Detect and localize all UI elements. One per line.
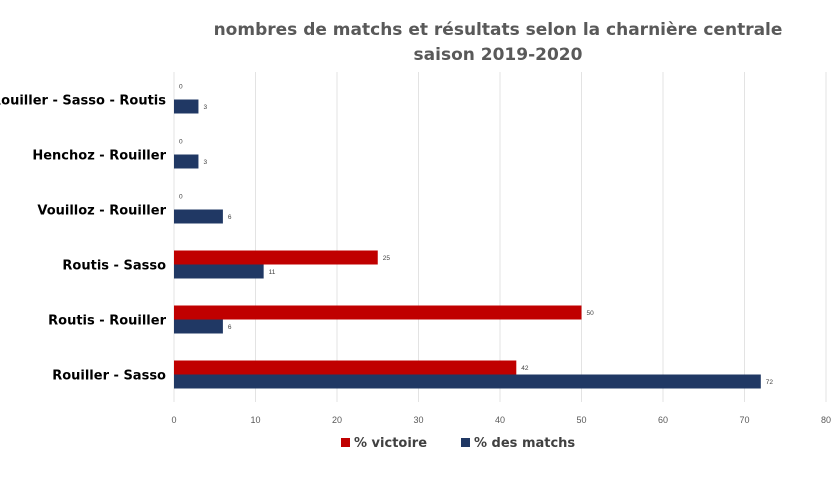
bar [174,374,761,389]
category-label: Rouiller - Sasso [52,369,166,384]
x-tick-label: 60 [658,415,668,425]
bar [174,154,199,169]
x-tick-label: 20 [332,415,342,425]
data-label: 3 [203,104,207,111]
data-label: 0 [179,139,183,146]
x-tick-label: 30 [413,415,423,425]
bar [174,264,264,279]
x-tick-label: 0 [171,415,176,425]
bar [174,360,517,375]
x-tick-label: 40 [495,415,505,425]
data-label: 50 [587,310,595,317]
bars [174,99,761,389]
bar [174,99,199,114]
data-label: 0 [179,84,183,91]
data-label: 42 [521,365,529,372]
data-label: 3 [203,159,207,166]
data-label: 6 [228,214,232,221]
category-label: Routis - Sasso [62,259,166,274]
category-label: Vouilloz - Rouiller [37,204,166,219]
category-label: Henchoz - Rouiller [32,149,166,164]
legend-label: % victoire [354,436,427,451]
x-tick-label: 10 [250,415,260,425]
bar [174,209,223,224]
x-axis-ticks: 0 10 20 30 40 50 60 70 80 [171,415,831,425]
category-labels: Rouiller - Sasso - Routis Henchoz - Rouil… [0,94,167,384]
chart-title: nombres de matchs et résultats selon la … [214,20,783,40]
bar [174,250,378,265]
legend-swatch [461,438,470,447]
chart-subtitle: saison 2019-2020 [414,45,583,65]
data-label: 0 [179,194,183,201]
data-labels: 0 3 0 3 0 6 25 11 50 6 42 72 [179,84,773,387]
bar [174,305,582,320]
data-label: 11 [269,269,276,276]
legend-swatch [341,438,350,447]
x-tick-label: 50 [576,415,586,425]
bar [174,319,223,334]
data-label: 72 [766,379,774,386]
data-label: 25 [383,255,391,262]
category-label: Rouiller - Sasso - Routis [0,94,166,109]
category-label: Routis - Rouiller [48,314,166,329]
gridlines [173,72,827,402]
data-label: 6 [228,324,232,331]
x-tick-label: 80 [821,415,831,425]
x-tick-label: 70 [739,415,749,425]
legend: % victoire % des matchs [341,436,575,451]
legend-label: % des matchs [474,436,575,451]
